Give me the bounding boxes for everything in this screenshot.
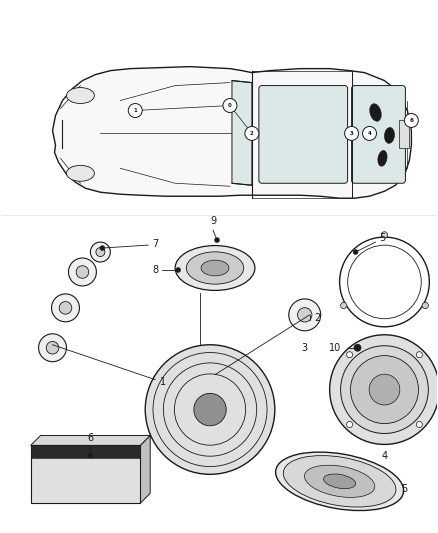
Circle shape	[46, 342, 59, 354]
Circle shape	[353, 249, 358, 255]
Circle shape	[340, 302, 347, 309]
Circle shape	[52, 294, 79, 322]
Ellipse shape	[67, 165, 95, 181]
Circle shape	[145, 345, 275, 474]
Text: 0: 0	[228, 103, 232, 108]
Text: 2: 2	[250, 131, 254, 136]
Circle shape	[417, 352, 422, 358]
Circle shape	[346, 422, 353, 427]
Bar	[31, 446, 140, 458]
Ellipse shape	[175, 246, 255, 290]
Polygon shape	[31, 435, 150, 446]
Text: 9: 9	[210, 216, 216, 226]
Circle shape	[215, 238, 219, 243]
Text: 4: 4	[367, 131, 371, 136]
Text: 1: 1	[134, 108, 137, 113]
Circle shape	[59, 302, 72, 314]
Circle shape	[354, 344, 361, 351]
Ellipse shape	[67, 87, 95, 103]
Polygon shape	[232, 80, 252, 185]
Ellipse shape	[385, 127, 395, 143]
Ellipse shape	[201, 260, 229, 276]
Circle shape	[68, 258, 96, 286]
Bar	[399, 120, 410, 148]
Ellipse shape	[304, 465, 375, 497]
Ellipse shape	[186, 252, 244, 284]
Polygon shape	[53, 67, 411, 198]
Circle shape	[245, 126, 259, 140]
Text: 10: 10	[329, 343, 342, 353]
Circle shape	[330, 335, 438, 445]
Circle shape	[76, 266, 89, 278]
Circle shape	[422, 302, 428, 309]
Circle shape	[297, 308, 312, 322]
Circle shape	[363, 126, 377, 140]
Circle shape	[341, 346, 428, 433]
Text: 8: 8	[152, 265, 158, 275]
Circle shape	[417, 422, 422, 427]
Circle shape	[90, 242, 110, 262]
Circle shape	[345, 126, 359, 140]
Circle shape	[128, 103, 142, 117]
Circle shape	[176, 268, 180, 272]
Circle shape	[194, 393, 226, 426]
FancyBboxPatch shape	[352, 86, 406, 183]
Circle shape	[381, 232, 388, 238]
Ellipse shape	[283, 456, 396, 507]
Ellipse shape	[370, 104, 381, 122]
Circle shape	[369, 374, 400, 405]
Ellipse shape	[378, 150, 387, 166]
Text: 1: 1	[160, 377, 166, 386]
Circle shape	[88, 453, 93, 458]
Circle shape	[100, 246, 105, 251]
Text: 7: 7	[152, 239, 159, 249]
Text: 3: 3	[302, 343, 308, 353]
FancyBboxPatch shape	[259, 86, 348, 183]
Circle shape	[96, 247, 105, 256]
Text: 3: 3	[350, 131, 353, 136]
Text: 5: 5	[379, 233, 386, 243]
Circle shape	[350, 356, 418, 424]
Text: 2: 2	[314, 313, 321, 323]
Polygon shape	[140, 435, 150, 503]
Text: 6: 6	[87, 433, 93, 443]
Ellipse shape	[276, 452, 403, 511]
Text: 6: 6	[410, 118, 413, 123]
Circle shape	[223, 99, 237, 112]
Text: 4: 4	[381, 451, 388, 462]
Text: 5: 5	[401, 484, 408, 494]
Circle shape	[289, 299, 321, 331]
Ellipse shape	[324, 474, 356, 489]
Bar	[31, 446, 140, 503]
Circle shape	[39, 334, 67, 362]
Circle shape	[404, 114, 418, 127]
Circle shape	[346, 352, 353, 358]
